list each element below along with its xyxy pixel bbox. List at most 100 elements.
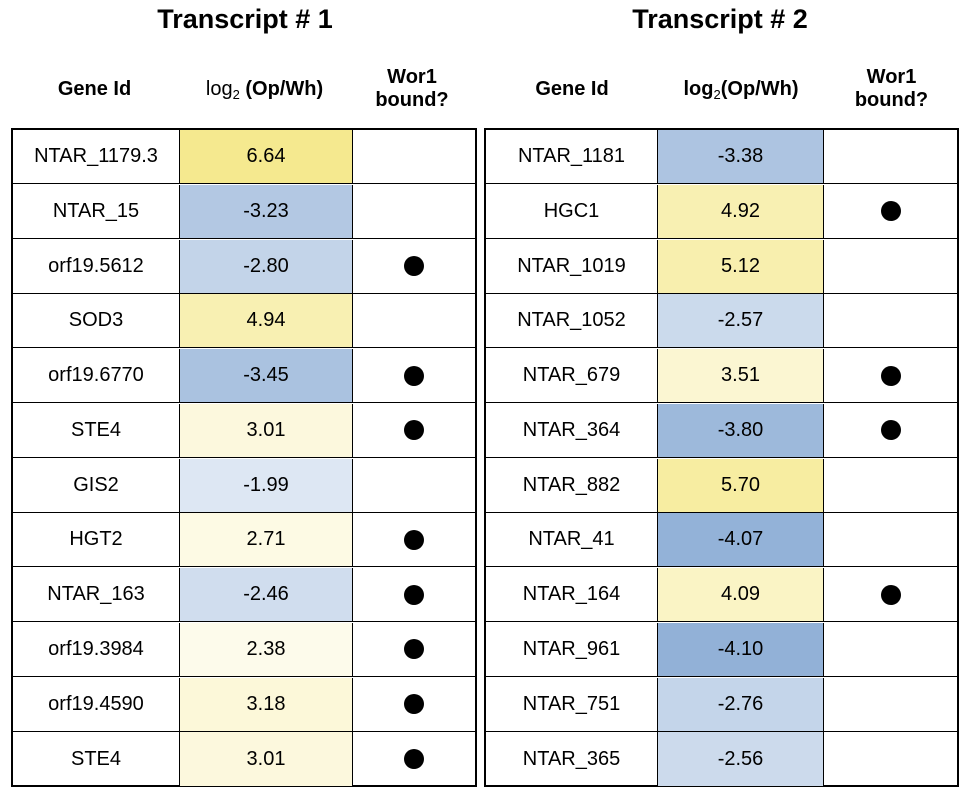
gene-id-cell: NTAR_164 (486, 568, 658, 622)
gene-id-cell: NTAR_41 (486, 513, 658, 568)
wor1-bound-cell (824, 404, 957, 458)
wor1-bound-cell (824, 459, 957, 513)
wor1-bound-cell (824, 130, 957, 184)
wor1-bound-cell (824, 678, 957, 732)
bound-dot-icon (880, 365, 901, 386)
wor1-bound-cell (353, 623, 475, 677)
log2-value-cell: -4.10 (658, 622, 824, 677)
table-row: NTAR_15 -3.23 (13, 184, 475, 239)
log2-value-cell: -3.38 (658, 130, 824, 184)
bound-dot-icon (404, 420, 424, 441)
bound-dot-icon (404, 365, 424, 386)
table-row: SOD3 4.94 (13, 294, 475, 349)
log2-value-cell: -2.57 (658, 294, 824, 349)
log2-value-cell: 4.09 (658, 568, 824, 622)
table-row: orf19.3984 2.38 (13, 622, 475, 677)
table-row: HGT2 2.71 (13, 513, 475, 568)
gene-id-cell: NTAR_961 (486, 622, 658, 677)
gene-id-cell: NTAR_365 (486, 732, 658, 787)
gene-id-cell: NTAR_751 (486, 677, 658, 732)
header-gene-id-1: Gene Id (57, 78, 132, 100)
wor1-bound-cell (353, 294, 475, 349)
gene-id-cell: NTAR_1179.3 (13, 130, 180, 184)
gene-id-cell: STE4 (13, 732, 180, 787)
gene-id-cell: STE4 (13, 403, 180, 458)
gene-id-cell: orf19.4590 (13, 677, 180, 732)
gene-id-cell: NTAR_163 (13, 568, 180, 622)
transcript-1-title: Transcript # 1 (157, 4, 333, 34)
header-gene-id-2: Gene Id (535, 78, 609, 100)
log2-value-cell: -3.45 (180, 349, 353, 403)
gene-id-cell: NTAR_1181 (486, 130, 658, 184)
log2-value-cell: 3.01 (180, 732, 353, 787)
table-row: orf19.6770 -3.45 (13, 349, 475, 403)
wor1-bound-cell (353, 130, 475, 184)
gene-id-cell: NTAR_882 (486, 458, 658, 513)
bound-dot-icon (404, 584, 424, 605)
gene-id-cell: orf19.6770 (13, 349, 180, 403)
table-row: NTAR_679 3.51 (486, 349, 957, 403)
wor1-bound-cell (824, 185, 957, 239)
table-row: NTAR_41 -4.07 (486, 513, 957, 568)
log2-value-cell: -2.46 (180, 568, 353, 622)
wor1-bound-cell (353, 404, 475, 458)
gene-id-cell: NTAR_1052 (486, 294, 658, 349)
header-wor1-bound-2: Wor1 bound? (854, 66, 929, 111)
wor1-bound-cell (353, 185, 475, 239)
log2-value-cell: 5.70 (658, 458, 824, 513)
log2-value-cell: 5.12 (658, 239, 824, 294)
table-row: orf19.5612 -2.80 (13, 239, 475, 294)
header-wor1-bound-1: Wor1 bound? (375, 66, 449, 111)
wor1-bound-cell (353, 513, 475, 568)
wor1-bound-cell (824, 568, 957, 622)
table-row: NTAR_365 -2.56 (486, 732, 957, 787)
wor1-bound-cell (353, 459, 475, 513)
transcript-1-table: NTAR_1179.3 6.64 NTAR_15 -3.23 orf19.5612 -2.… (11, 128, 477, 787)
log2-value-cell: 4.92 (658, 184, 824, 239)
log2-value-cell: -2.56 (658, 732, 824, 787)
gene-id-cell: NTAR_15 (13, 184, 180, 239)
table-row: NTAR_751 -2.76 (486, 677, 957, 732)
wor1-bound-cell (353, 349, 475, 403)
table-row: NTAR_1019 5.12 (486, 239, 957, 294)
transcript-2-table: NTAR_1181 -3.38 HGC1 4.92 NTAR_1019 5.12 NTAR_… (484, 128, 959, 787)
wor1-bound-cell (824, 294, 957, 349)
bound-dot-icon (880, 420, 901, 441)
table-row: STE4 3.01 (13, 732, 475, 787)
bound-dot-icon (880, 201, 901, 222)
gene-id-cell: NTAR_1019 (486, 239, 658, 294)
log2-value-cell: -1.99 (180, 458, 353, 513)
gene-id-cell: SOD3 (13, 294, 180, 349)
wor1-bound-cell (353, 678, 475, 732)
log2-value-cell: 2.38 (180, 622, 353, 677)
gene-id-cell: NTAR_364 (486, 403, 658, 458)
log2-value-cell: 3.18 (180, 677, 353, 732)
wor1-bound-cell (824, 349, 957, 403)
bound-dot-icon (404, 529, 424, 550)
log2-value-cell: 3.51 (658, 349, 824, 403)
table-row: NTAR_961 -4.10 (486, 622, 957, 677)
table-row: NTAR_163 -2.46 (13, 568, 475, 622)
gene-id-cell: orf19.3984 (13, 622, 180, 677)
header-log2-2: log2(Op/Wh) (683, 78, 799, 102)
bound-dot-icon (404, 256, 424, 276)
table-row: NTAR_1052 -2.57 (486, 294, 957, 349)
log2-value-cell: -2.76 (658, 677, 824, 732)
table-row: NTAR_1179.3 6.64 (13, 130, 475, 184)
table-row: NTAR_882 5.70 (486, 458, 957, 513)
log2-value-cell: 3.01 (180, 403, 353, 458)
log2-value-cell: -2.80 (180, 239, 353, 294)
table-row: NTAR_1181 -3.38 (486, 130, 957, 184)
wor1-bound-cell (824, 240, 957, 294)
bound-dot-icon (880, 584, 901, 605)
bound-dot-icon (404, 749, 424, 770)
table-row: NTAR_364 -3.80 (486, 403, 957, 458)
table-row: GIS2 -1.99 (13, 458, 475, 513)
wor1-bound-cell (353, 568, 475, 622)
log2-value-cell: -4.07 (658, 513, 824, 568)
header-log2-1: log2 (Op/Wh) (205, 78, 324, 102)
wor1-bound-cell (824, 623, 957, 677)
table-row: orf19.4590 3.18 (13, 677, 475, 732)
gene-id-cell: HGC1 (486, 184, 658, 239)
log2-value-cell: 4.94 (180, 294, 353, 349)
